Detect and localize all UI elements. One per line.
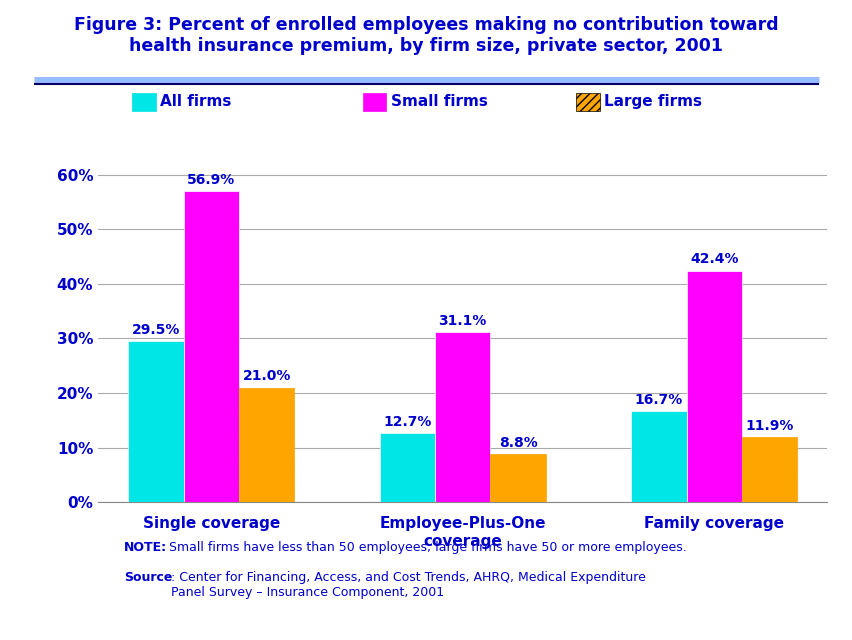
- Bar: [490, 454, 545, 502]
- Bar: [630, 411, 686, 502]
- Text: Figure 3: Percent of enrolled employees making no contribution toward
health ins: Figure 3: Percent of enrolled employees …: [74, 16, 778, 55]
- Bar: [239, 388, 294, 502]
- Text: 56.9%: 56.9%: [187, 173, 235, 187]
- Text: 31.1%: 31.1%: [438, 314, 486, 328]
- Text: NOTE:: NOTE:: [124, 541, 167, 554]
- Text: 11.9%: 11.9%: [745, 419, 793, 433]
- Bar: [435, 332, 490, 502]
- Text: All firms: All firms: [160, 94, 232, 109]
- Text: 29.5%: 29.5%: [131, 323, 180, 337]
- Text: 21.0%: 21.0%: [242, 369, 291, 383]
- Text: Large firms: Large firms: [603, 94, 701, 109]
- Text: 16.7%: 16.7%: [634, 393, 682, 407]
- Text: 42.4%: 42.4%: [689, 252, 738, 266]
- Bar: [128, 341, 183, 502]
- Text: 12.7%: 12.7%: [383, 415, 431, 429]
- Text: Small firms have less than 50 employees; large firms have 50 or more employees.: Small firms have less than 50 employees;…: [164, 541, 686, 554]
- Text: Source: Source: [124, 571, 172, 584]
- Text: 8.8%: 8.8%: [498, 436, 537, 450]
- Bar: [741, 437, 797, 502]
- Text: : Center for Financing, Access, and Cost Trends, AHRQ, Medical Expenditure
Panel: : Center for Financing, Access, and Cost…: [170, 571, 645, 599]
- Bar: [379, 433, 435, 502]
- Bar: [686, 271, 741, 502]
- Bar: [183, 191, 239, 502]
- Text: Small firms: Small firms: [390, 94, 487, 109]
